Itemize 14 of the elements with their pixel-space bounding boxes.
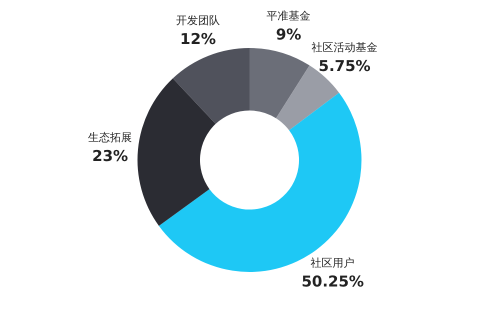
donut-slice (172, 48, 250, 124)
donut-slice (138, 78, 216, 226)
donut-slice (158, 92, 362, 272)
slice-label: 开发团队 (176, 14, 220, 27)
data-label: 12% (180, 30, 216, 48)
data-label: 23% (92, 146, 128, 165)
data-label: 5.75% (318, 57, 371, 76)
donut-slice (250, 48, 310, 118)
data-label: 9% (276, 26, 302, 44)
slice-label: 社区活动基金 (312, 41, 378, 54)
slice-label: 生态拓展 (88, 130, 132, 144)
data-label: 50.25% (301, 272, 364, 291)
slice-label: 社区用户 (310, 256, 355, 270)
slice-label: 平准基金 (266, 10, 311, 23)
